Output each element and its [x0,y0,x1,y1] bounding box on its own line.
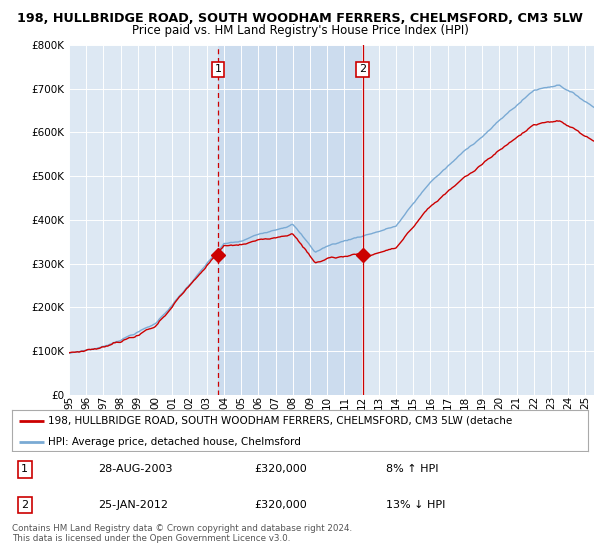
Text: £320,000: £320,000 [254,464,307,474]
Text: 28-AUG-2003: 28-AUG-2003 [98,464,173,474]
Text: 198, HULLBRIDGE ROAD, SOUTH WOODHAM FERRERS, CHELMSFORD, CM3 5LW (detache: 198, HULLBRIDGE ROAD, SOUTH WOODHAM FERR… [48,416,512,426]
Text: 1: 1 [214,64,221,74]
Text: 25-JAN-2012: 25-JAN-2012 [98,500,169,510]
Text: 198, HULLBRIDGE ROAD, SOUTH WOODHAM FERRERS, CHELMSFORD, CM3 5LW: 198, HULLBRIDGE ROAD, SOUTH WOODHAM FERR… [17,12,583,25]
Text: £320,000: £320,000 [254,500,307,510]
Text: HPI: Average price, detached house, Chelmsford: HPI: Average price, detached house, Chel… [48,437,301,447]
Text: 2: 2 [21,500,28,510]
Text: 8% ↑ HPI: 8% ↑ HPI [386,464,439,474]
Text: 2: 2 [359,64,367,74]
Text: Contains HM Land Registry data © Crown copyright and database right 2024.
This d: Contains HM Land Registry data © Crown c… [12,524,352,543]
Text: 1: 1 [21,464,28,474]
Text: Price paid vs. HM Land Registry's House Price Index (HPI): Price paid vs. HM Land Registry's House … [131,24,469,36]
Text: 13% ↓ HPI: 13% ↓ HPI [386,500,446,510]
Bar [218,45,363,395]
